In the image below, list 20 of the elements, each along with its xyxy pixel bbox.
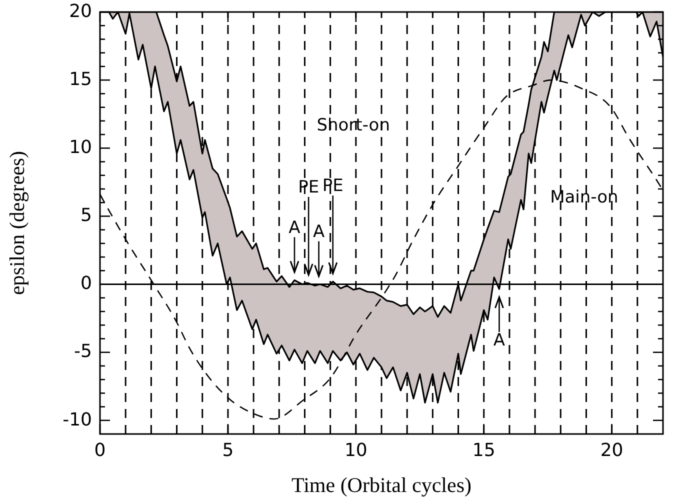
- x-tick-label: 15: [472, 440, 496, 461]
- y-tick-label: 10: [69, 137, 92, 158]
- y-tick-label: -5: [74, 341, 92, 362]
- annotation: Main-on: [550, 187, 618, 208]
- y-tick-label: 5: [80, 205, 92, 226]
- y-tick-label: 15: [69, 68, 92, 90]
- y-tick-label: 20: [69, 0, 92, 22]
- y-tick-label: -10: [62, 409, 92, 430]
- annotation: A: [493, 330, 506, 351]
- annotation: A: [288, 218, 301, 238]
- x-tick-label: 0: [94, 440, 106, 461]
- annotation: PE: [322, 176, 344, 196]
- x-tick-label: 5: [222, 440, 234, 461]
- annotation: PE: [298, 178, 320, 198]
- y-tick-label: 0: [80, 273, 92, 294]
- annotation: A: [312, 222, 325, 242]
- x-axis-title: Time (Orbital cycles): [291, 473, 472, 497]
- x-tick-label: 10: [344, 440, 368, 461]
- y-axis-title: epsilon (degrees): [5, 150, 29, 296]
- x-tick-label: 20: [600, 440, 624, 461]
